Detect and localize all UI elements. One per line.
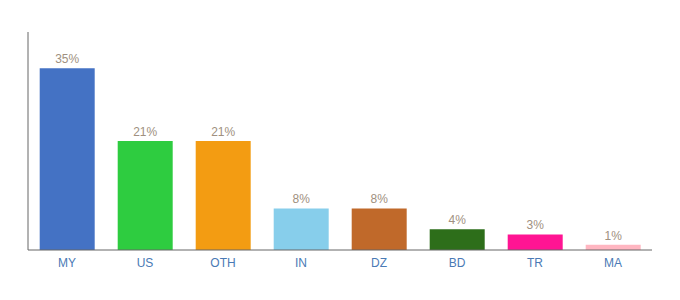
svg-text:MY: MY [58, 256, 76, 270]
svg-text:DZ: DZ [371, 256, 387, 270]
svg-text:3%: 3% [527, 218, 545, 232]
svg-text:US: US [137, 256, 154, 270]
svg-text:TR: TR [527, 256, 543, 270]
svg-text:1%: 1% [605, 229, 623, 243]
svg-text:8%: 8% [371, 192, 389, 206]
svg-text:MA: MA [604, 256, 622, 270]
svg-text:BD: BD [449, 256, 466, 270]
svg-text:21%: 21% [211, 125, 235, 139]
svg-text:4%: 4% [449, 213, 467, 227]
svg-text:OTH: OTH [210, 256, 235, 270]
svg-text:35%: 35% [55, 52, 79, 66]
svg-text:8%: 8% [293, 192, 311, 206]
svg-text:21%: 21% [133, 125, 157, 139]
svg-text:IN: IN [295, 256, 307, 270]
